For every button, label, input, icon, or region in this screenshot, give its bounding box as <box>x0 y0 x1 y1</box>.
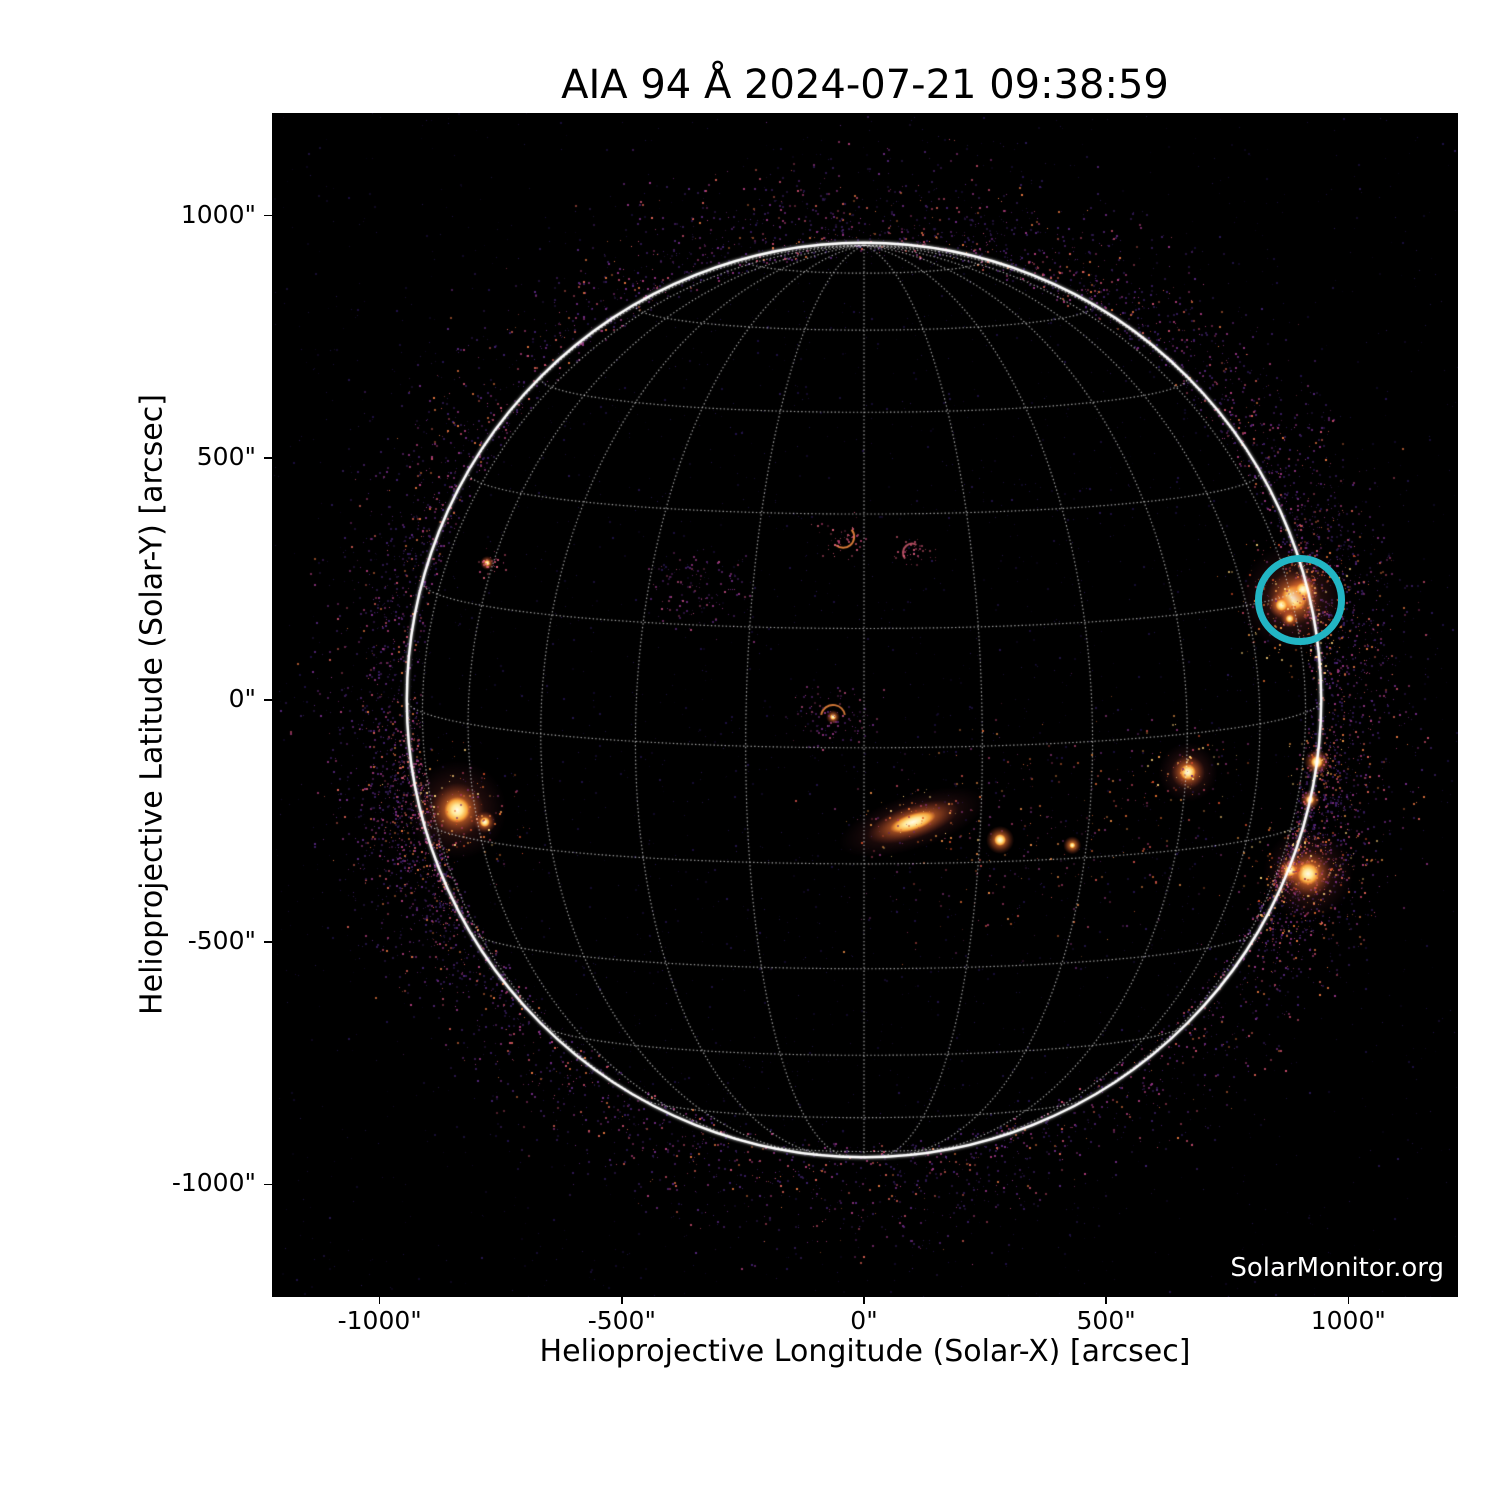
x-tick-mark <box>378 1297 381 1304</box>
y-tick-label: -1000" <box>171 1168 256 1198</box>
flare-marker-circle <box>1255 554 1345 645</box>
y-tick-mark <box>264 699 272 701</box>
y-tick-label: 0" <box>228 684 256 713</box>
y-tick-label: 500" <box>196 441 256 471</box>
plot-area: SolarMonitor.org <box>272 113 1458 1297</box>
y-tick-mark <box>264 214 272 217</box>
y-tick-mark <box>264 457 272 459</box>
x-axis-label: Helioprojective Longitude (Solar-X) [arc… <box>539 1334 1191 1369</box>
y-tick-mark <box>264 941 272 943</box>
watermark: SolarMonitor.org <box>1230 1253 1444 1283</box>
chart-title: AIA 94 Å 2024-07-21 09:38:59 <box>561 62 1169 108</box>
x-tick-label: 1000" <box>1310 1306 1386 1335</box>
x-tick-label: -1000" <box>337 1306 422 1335</box>
y-tick-label: 1000" <box>180 199 256 229</box>
solar-disk-image <box>272 113 1458 1297</box>
x-tick-label: 0" <box>850 1306 878 1335</box>
x-tick-label: 500" <box>1076 1306 1136 1335</box>
x-tick-mark <box>1105 1297 1107 1304</box>
x-tick-mark <box>863 1297 865 1304</box>
x-tick-mark <box>1347 1297 1350 1304</box>
y-tick-mark <box>264 1183 272 1186</box>
y-tick-label: -500" <box>187 926 256 956</box>
x-tick-mark <box>621 1297 623 1304</box>
x-tick-label: -500" <box>587 1306 656 1335</box>
